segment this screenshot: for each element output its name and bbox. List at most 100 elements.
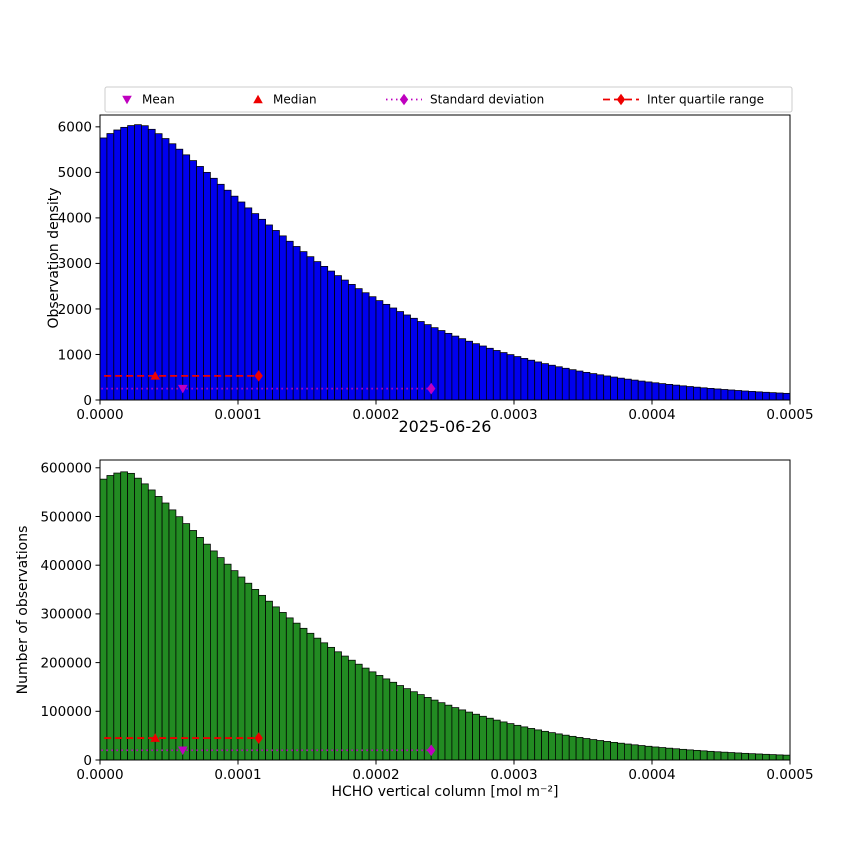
- histogram-bar: [417, 321, 425, 401]
- y-tick-label: 100000: [40, 704, 92, 720]
- histogram-bar: [486, 717, 494, 761]
- histogram-bar: [99, 137, 108, 401]
- axes-frame: [99, 114, 791, 401]
- std-diamond-marker: [427, 744, 436, 757]
- y-tick-label: 5000: [58, 165, 92, 181]
- histogram-bar: [106, 475, 115, 761]
- histogram-bar: [382, 303, 391, 401]
- histogram-bar: [306, 632, 315, 761]
- histogram-bar: [506, 354, 515, 401]
- histogram-bar: [679, 748, 687, 761]
- histogram-bar: [548, 364, 556, 401]
- histogram-bar: [492, 350, 501, 401]
- x-tick-label: 0.0000: [76, 407, 123, 423]
- histogram-bar: [644, 381, 653, 401]
- mean-marker: [178, 746, 188, 756]
- histogram-bar: [354, 663, 363, 761]
- histogram-bar: [637, 745, 646, 761]
- histogram-bar: [299, 627, 308, 761]
- histogram-bar: [693, 749, 701, 761]
- histogram-bar: [782, 754, 791, 761]
- histogram-bar: [479, 345, 487, 401]
- histogram-bar: [182, 154, 191, 401]
- y-tick-label: 0: [83, 753, 92, 769]
- histogram-bar: [651, 382, 660, 401]
- histogram-bar: [472, 343, 480, 401]
- histogram-bar: [279, 612, 287, 761]
- histogram-bar: [624, 378, 632, 401]
- histogram-bar: [755, 753, 763, 761]
- histogram-bar: [127, 125, 135, 401]
- histogram-bar: [341, 655, 349, 761]
- histogram-bar: [686, 386, 694, 401]
- histogram-bar: [113, 472, 122, 761]
- histogram-bar: [520, 358, 529, 401]
- x-tick-label: 0.0005: [766, 407, 813, 423]
- histogram-bar: [513, 724, 522, 761]
- histogram-bar: [292, 246, 301, 401]
- histogram-bar: [713, 388, 722, 401]
- histogram-bar: [465, 711, 473, 761]
- histogram-bar: [513, 356, 522, 401]
- legend: Mean Median Standard deviation Inter quarti…: [104, 86, 793, 113]
- histogram-bar: [196, 537, 204, 761]
- histogram-bar: [341, 279, 349, 401]
- legend-label-iqr: Inter quartile range: [647, 93, 764, 107]
- histogram-bar: [541, 363, 549, 401]
- histogram-bar: [203, 543, 211, 761]
- iqr-diamond-marker: [254, 732, 263, 744]
- histogram-bar: [630, 744, 639, 761]
- y-tick-label: 200000: [40, 655, 92, 671]
- histogram-bar: [141, 483, 149, 761]
- histogram-bar: [299, 251, 308, 401]
- histogram-bar: [610, 376, 618, 401]
- histogram-bar: [555, 733, 563, 761]
- x-tick-label: 0.0002: [352, 407, 399, 423]
- histogram-bar: [189, 530, 197, 761]
- legend-mean-icon: [122, 95, 132, 105]
- histogram-bar: [244, 207, 253, 401]
- histogram-bar: [568, 735, 577, 761]
- histogram-bar: [617, 742, 625, 761]
- histogram-bar: [534, 361, 542, 401]
- histogram-bar: [320, 642, 329, 761]
- x-tick-label: 0.0004: [628, 407, 675, 423]
- histogram-bar: [672, 748, 680, 761]
- histogram-bar: [244, 582, 253, 761]
- histogram-bar: [348, 659, 356, 761]
- histogram-bar: [575, 737, 584, 761]
- histogram-bar: [603, 375, 611, 401]
- median-marker: [150, 733, 160, 742]
- histogram-bar: [699, 387, 708, 401]
- histogram-bar: [334, 651, 342, 761]
- histogram-bar: [672, 384, 680, 401]
- histogram-bar: [161, 502, 170, 761]
- histogram-bar: [444, 704, 453, 761]
- histogram-bar: [492, 719, 501, 761]
- y-tick-label: 300000: [40, 607, 92, 623]
- y-tick-label: 400000: [40, 558, 92, 574]
- histogram-bar: [686, 749, 694, 761]
- histogram-bar: [437, 330, 446, 401]
- histogram-bar: [458, 338, 467, 401]
- axes-frame: [99, 459, 791, 761]
- histogram-bar: [237, 576, 246, 761]
- histogram-bar: [175, 516, 184, 761]
- histogram-bar: [506, 723, 515, 761]
- observation-density-histogram: 0.0000 0.0001 0.0002 0.0003 0.0004 0.0005 0 100…: [58, 114, 814, 423]
- top-chart-xlabel-date: 2025-06-26: [399, 417, 492, 436]
- histogram-bar: [679, 385, 687, 401]
- histogram-bar: [396, 685, 404, 761]
- histogram-bar: [265, 224, 273, 401]
- histogram-bar: [168, 143, 177, 401]
- histogram-bar: [630, 379, 639, 401]
- histogram-bar: [658, 383, 667, 401]
- histogram-bar: [520, 726, 529, 761]
- histogram-bar: [741, 752, 749, 761]
- number-of-observations-histogram: 0.0000 0.0001 0.0002 0.0003 0.0004 0.0005 0 100…: [40, 459, 814, 783]
- histogram-bar: [134, 477, 142, 761]
- histogram-bar: [320, 266, 329, 401]
- histogram-bar: [617, 377, 625, 401]
- histogram-bar: [713, 751, 722, 761]
- histogram-bar: [334, 275, 342, 401]
